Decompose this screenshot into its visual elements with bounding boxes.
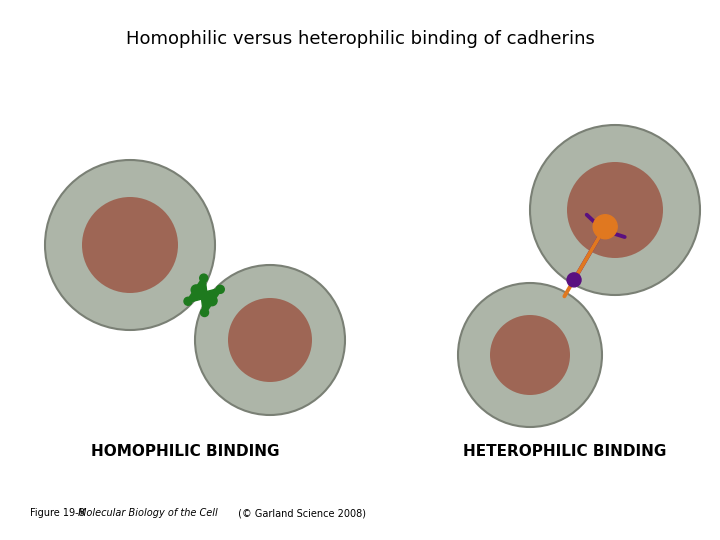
Circle shape [192, 285, 201, 295]
Circle shape [82, 197, 178, 293]
Circle shape [216, 285, 224, 293]
Text: Molecular Biology of the Cell: Molecular Biology of the Cell [78, 508, 217, 518]
Text: Homophilic versus heterophilic binding of cadherins: Homophilic versus heterophilic binding o… [125, 30, 595, 48]
Circle shape [228, 298, 312, 382]
Text: HETEROPHILIC BINDING: HETEROPHILIC BINDING [463, 444, 667, 460]
Circle shape [195, 265, 345, 415]
Circle shape [567, 162, 663, 258]
Text: HOMOPHILIC BINDING: HOMOPHILIC BINDING [91, 444, 279, 460]
Circle shape [593, 215, 617, 239]
Circle shape [567, 273, 581, 287]
Circle shape [45, 160, 215, 330]
Circle shape [458, 283, 602, 427]
Text: Figure 19-8: Figure 19-8 [30, 508, 91, 518]
Polygon shape [187, 276, 207, 303]
Polygon shape [201, 288, 221, 314]
Circle shape [207, 296, 217, 306]
Circle shape [201, 308, 209, 316]
Circle shape [530, 125, 700, 295]
Circle shape [184, 298, 192, 305]
Circle shape [199, 274, 208, 282]
Circle shape [490, 315, 570, 395]
Text: (© Garland Science 2008): (© Garland Science 2008) [235, 508, 366, 518]
